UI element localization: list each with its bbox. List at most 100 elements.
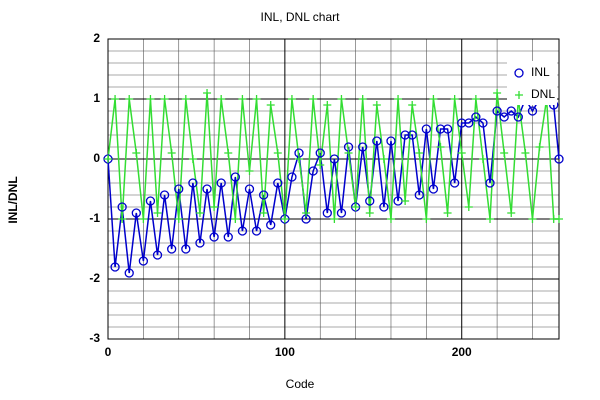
point-marker xyxy=(237,226,248,236)
y-tick-label: 0 xyxy=(93,151,100,165)
point-marker xyxy=(408,101,417,109)
y-tick-label: -1 xyxy=(89,211,100,225)
point-marker xyxy=(195,209,204,217)
point-marker xyxy=(372,136,382,146)
point-marker xyxy=(500,149,509,157)
legend-marker xyxy=(514,68,524,78)
point-marker xyxy=(528,215,537,223)
point-marker xyxy=(203,89,212,97)
x-tick-label: 0 xyxy=(105,345,112,359)
point-marker xyxy=(145,196,156,206)
point-marker xyxy=(308,166,318,176)
point-marker xyxy=(118,215,127,223)
point-marker xyxy=(223,232,233,242)
point-marker xyxy=(138,256,149,266)
point-marker xyxy=(535,143,544,151)
y-tick-label: -3 xyxy=(89,331,100,345)
point-marker xyxy=(153,209,162,217)
point-marker xyxy=(329,154,340,164)
point-marker xyxy=(252,95,261,103)
point-marker xyxy=(316,161,325,169)
point-marker xyxy=(379,155,388,163)
point-marker xyxy=(309,95,318,103)
point-marker xyxy=(210,203,219,211)
point-marker xyxy=(401,197,410,205)
point-marker xyxy=(111,95,120,103)
point-marker xyxy=(259,209,268,217)
point-marker xyxy=(464,203,473,211)
point-marker xyxy=(351,203,360,211)
point-marker xyxy=(471,112,481,122)
point-marker xyxy=(159,190,170,200)
point-marker xyxy=(493,89,502,97)
point-marker xyxy=(471,95,480,103)
point-marker xyxy=(386,136,396,146)
x-axis-label: Code xyxy=(286,377,315,391)
plot-frame xyxy=(107,38,560,340)
point-marker xyxy=(238,95,247,103)
point-marker xyxy=(415,149,424,157)
point-marker xyxy=(394,95,403,103)
point-marker xyxy=(499,112,509,122)
point-marker xyxy=(131,208,141,218)
legend-label: DNL xyxy=(531,87,555,101)
point-marker xyxy=(507,209,516,217)
point-marker xyxy=(379,202,389,212)
point-marker xyxy=(244,184,255,194)
point-marker xyxy=(273,149,282,157)
chart-title: INL, DNL chart xyxy=(261,10,341,24)
point-marker xyxy=(231,215,240,223)
point-marker xyxy=(554,154,564,164)
y-tick-label: 1 xyxy=(93,91,100,105)
x-tick-label: 100 xyxy=(275,345,295,359)
point-marker xyxy=(110,262,120,272)
legend-marker xyxy=(515,91,523,99)
point-marker xyxy=(386,215,395,223)
point-marker xyxy=(266,101,275,109)
point-marker xyxy=(436,143,445,151)
point-marker xyxy=(485,178,495,188)
point-marker xyxy=(337,95,346,103)
point-marker xyxy=(478,118,488,128)
point-marker xyxy=(217,95,226,103)
point-marker xyxy=(400,130,410,140)
point-marker xyxy=(429,95,438,103)
y-tick-label: 2 xyxy=(93,31,100,45)
point-marker xyxy=(322,208,332,218)
point-marker xyxy=(273,178,283,188)
point-marker xyxy=(358,95,367,103)
point-marker xyxy=(181,244,191,254)
point-marker xyxy=(513,112,523,122)
point-marker xyxy=(258,190,269,200)
point-marker xyxy=(330,215,339,223)
point-marker xyxy=(492,106,502,116)
series-line xyxy=(107,97,560,274)
point-marker xyxy=(302,209,311,217)
point-marker xyxy=(245,167,254,175)
point-marker xyxy=(139,215,148,223)
point-marker xyxy=(450,95,459,103)
point-marker xyxy=(167,149,176,157)
series-line xyxy=(107,92,559,220)
point-marker xyxy=(450,178,460,188)
point-marker xyxy=(421,124,432,134)
point-marker xyxy=(287,172,297,182)
point-marker xyxy=(555,215,563,223)
point-marker xyxy=(251,226,262,236)
point-marker xyxy=(315,148,325,158)
y-axis-label: INL/DNL xyxy=(6,176,20,223)
x-tick-label: 200 xyxy=(452,345,472,359)
point-marker xyxy=(527,106,538,116)
point-marker xyxy=(457,149,466,157)
point-marker xyxy=(125,95,134,103)
point-marker xyxy=(117,202,127,212)
point-marker xyxy=(407,130,417,140)
point-marker xyxy=(486,215,495,223)
point-marker xyxy=(365,209,374,217)
point-marker xyxy=(188,178,198,188)
point-marker xyxy=(506,106,516,116)
point-marker xyxy=(224,149,233,157)
point-marker xyxy=(287,95,296,103)
point-marker xyxy=(344,149,353,157)
